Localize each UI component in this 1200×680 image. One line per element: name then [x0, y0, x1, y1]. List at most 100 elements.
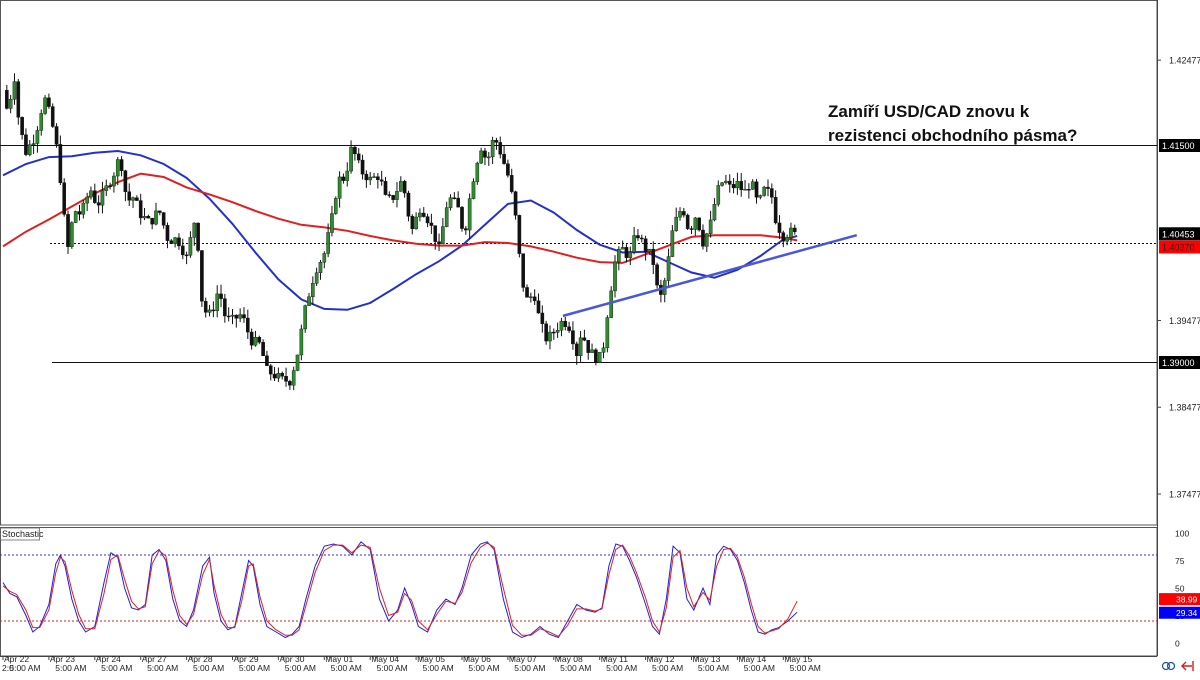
candle-body [24, 134, 28, 155]
candle-body [674, 216, 678, 231]
candle-body [731, 184, 736, 189]
candle-body [142, 216, 147, 219]
candle-body [548, 331, 552, 342]
time-axis-date-label: May 05 [417, 654, 445, 664]
candle-body [376, 176, 380, 180]
candle-body [368, 176, 373, 181]
candle-body [372, 176, 376, 178]
candle-body [540, 312, 545, 324]
candle-body [31, 143, 36, 145]
time-axis-time-label: 5:00 AM [239, 663, 270, 673]
level-price-label: 1.41500 [1162, 141, 1195, 151]
time-axis-date-label: Apr 23 [50, 654, 75, 664]
candle-body [574, 343, 579, 357]
current-price-label: 1.40453 [1162, 229, 1195, 239]
current-price-tag [1159, 227, 1200, 241]
candle-body [387, 194, 392, 196]
current-price-tag [1159, 240, 1200, 254]
stochastic-value-tag [1159, 593, 1200, 606]
candle-body [39, 113, 44, 131]
stochastic-axis-tick-label: 75 [1175, 556, 1185, 566]
candle-body [261, 342, 265, 356]
candle-body [333, 198, 338, 214]
candle-body [307, 296, 311, 306]
time-axis-date-label: Apr 30 [279, 654, 304, 664]
candle-body [383, 181, 388, 195]
candle-body [762, 186, 766, 196]
candle-body [559, 320, 564, 331]
candle-body [582, 337, 587, 341]
candle-body [89, 190, 93, 198]
time-axis-date-label: Apr 29 [234, 654, 259, 664]
link-icon-ring [1166, 661, 1176, 671]
candle-body [414, 216, 418, 230]
candle-body [50, 106, 55, 127]
candle-body [364, 173, 369, 181]
candle-body [108, 185, 112, 187]
candle-body [609, 290, 613, 318]
candle-body [418, 212, 422, 218]
candle-body [104, 185, 109, 191]
stochastic-axis-tick-label: 100 [1175, 529, 1189, 539]
time-axis-time-label: 5:00 AM [101, 663, 132, 673]
candle-body [647, 248, 652, 252]
candle-body [594, 349, 598, 363]
candle-body [35, 130, 40, 144]
candle-body [705, 233, 709, 247]
stochastic-axis-tick-label: 50 [1175, 584, 1185, 594]
candle-body [636, 235, 640, 239]
time-axis-time-label: 5:00 AM [9, 663, 40, 673]
candle-body [5, 90, 9, 109]
candle-body [379, 179, 384, 182]
candle-body [758, 195, 763, 198]
candle-body [200, 250, 204, 302]
candle-body [326, 232, 330, 254]
time-axis-time-label: 5:00 AM [744, 663, 775, 673]
candle-body [337, 176, 342, 199]
candle-body [161, 212, 166, 226]
candle-body [58, 144, 63, 183]
candle-body [219, 293, 223, 299]
candle-body [433, 225, 438, 242]
time-axis-date-label: May 01 [325, 654, 353, 664]
candle-body [754, 181, 759, 198]
time-axis-time-label: 5:00 AM [560, 663, 591, 673]
time-axis-date-label: Apr 24 [96, 654, 121, 664]
level-price-tag [1159, 139, 1200, 152]
candle-body [399, 181, 403, 192]
candle-body [425, 216, 430, 224]
candle-body [169, 240, 174, 244]
candle-body [138, 200, 143, 219]
candle-body [165, 225, 170, 241]
candle-body [345, 170, 350, 181]
candle-body [360, 159, 365, 175]
candle-body [739, 181, 744, 191]
time-axis-date-label: May 11 [601, 654, 629, 664]
candle-body [555, 330, 560, 333]
candle-body [643, 238, 648, 252]
candle-body [632, 235, 636, 253]
candle-body [96, 202, 101, 206]
trendline [562, 233, 858, 318]
candle-body [456, 197, 460, 208]
stochastic-title-box [0, 527, 40, 541]
time-axis-time-label: 5:00 AM [790, 663, 821, 673]
candle-body [196, 222, 200, 251]
candle-body [73, 211, 78, 223]
candle-body [184, 254, 189, 257]
candle-body [173, 237, 177, 244]
candle-body [207, 309, 212, 313]
price-axis-tick-label: 1.42477 [1169, 56, 1200, 66]
candle-body [494, 140, 499, 143]
candle-body [743, 189, 747, 191]
candle-body [617, 248, 621, 263]
time-axis-date-label: Apr 22 [4, 654, 29, 664]
candle-body [536, 300, 541, 314]
candle-body [624, 247, 629, 258]
candle-body [70, 222, 74, 247]
candle-body [257, 337, 262, 343]
candle-body [311, 283, 315, 297]
time-axis-time-label: 5:00 AM [147, 663, 178, 673]
candle-body [81, 202, 86, 215]
scroll-to-end-icon [1181, 661, 1194, 671]
